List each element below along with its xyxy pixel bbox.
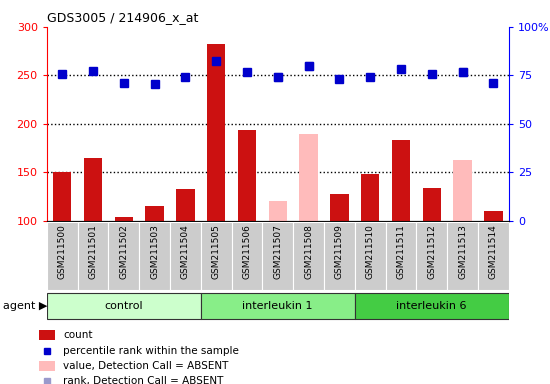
Text: GSM211509: GSM211509	[335, 224, 344, 279]
Text: value, Detection Call = ABSENT: value, Detection Call = ABSENT	[63, 361, 229, 371]
FancyBboxPatch shape	[355, 222, 386, 290]
Bar	[39, 329, 55, 340]
Text: GSM211512: GSM211512	[427, 224, 436, 279]
Text: GSM211506: GSM211506	[243, 224, 251, 279]
Text: GSM211505: GSM211505	[212, 224, 221, 279]
Text: GSM211513: GSM211513	[458, 224, 467, 279]
FancyBboxPatch shape	[386, 222, 416, 290]
FancyBboxPatch shape	[170, 222, 201, 290]
Bar	[84, 158, 102, 221]
Text: GDS3005 / 214906_x_at: GDS3005 / 214906_x_at	[47, 11, 198, 24]
Text: GSM211511: GSM211511	[397, 224, 405, 279]
Bar	[176, 189, 195, 221]
Text: control: control	[104, 301, 143, 311]
Text: GSM211502: GSM211502	[119, 224, 128, 279]
Text: GSM211503: GSM211503	[150, 224, 159, 279]
Bar	[53, 172, 72, 221]
Bar	[268, 202, 287, 221]
FancyBboxPatch shape	[201, 293, 355, 319]
Text: GSM211510: GSM211510	[366, 224, 375, 279]
Bar	[299, 134, 318, 221]
Bar	[330, 194, 349, 221]
FancyBboxPatch shape	[232, 222, 262, 290]
FancyBboxPatch shape	[447, 222, 478, 290]
FancyBboxPatch shape	[262, 222, 293, 290]
Text: interleukin 6: interleukin 6	[397, 301, 467, 311]
Text: GSM211500: GSM211500	[58, 224, 67, 279]
Text: GSM211501: GSM211501	[89, 224, 97, 279]
FancyBboxPatch shape	[355, 293, 509, 319]
Bar	[392, 140, 410, 221]
FancyBboxPatch shape	[108, 222, 139, 290]
FancyBboxPatch shape	[47, 293, 201, 319]
FancyBboxPatch shape	[324, 222, 355, 290]
FancyBboxPatch shape	[78, 222, 108, 290]
Text: percentile rank within the sample: percentile rank within the sample	[63, 346, 239, 356]
Bar	[422, 188, 441, 221]
FancyBboxPatch shape	[47, 222, 78, 290]
FancyBboxPatch shape	[478, 222, 509, 290]
FancyBboxPatch shape	[139, 222, 170, 290]
Text: GSM211507: GSM211507	[273, 224, 282, 279]
Text: rank, Detection Call = ABSENT: rank, Detection Call = ABSENT	[63, 376, 224, 384]
Bar	[145, 206, 164, 221]
Text: count: count	[63, 329, 93, 339]
Bar	[114, 217, 133, 221]
Text: GSM211514: GSM211514	[489, 224, 498, 279]
Text: GSM211504: GSM211504	[181, 224, 190, 279]
Bar	[484, 211, 503, 221]
Bar	[39, 361, 55, 371]
Text: GSM211508: GSM211508	[304, 224, 313, 279]
FancyBboxPatch shape	[416, 222, 447, 290]
FancyBboxPatch shape	[293, 222, 324, 290]
Bar	[361, 174, 379, 221]
Text: agent ▶: agent ▶	[3, 301, 47, 311]
FancyBboxPatch shape	[201, 222, 232, 290]
Bar	[238, 130, 256, 221]
Bar	[453, 160, 472, 221]
Text: interleukin 1: interleukin 1	[243, 301, 313, 311]
Bar	[207, 44, 226, 221]
